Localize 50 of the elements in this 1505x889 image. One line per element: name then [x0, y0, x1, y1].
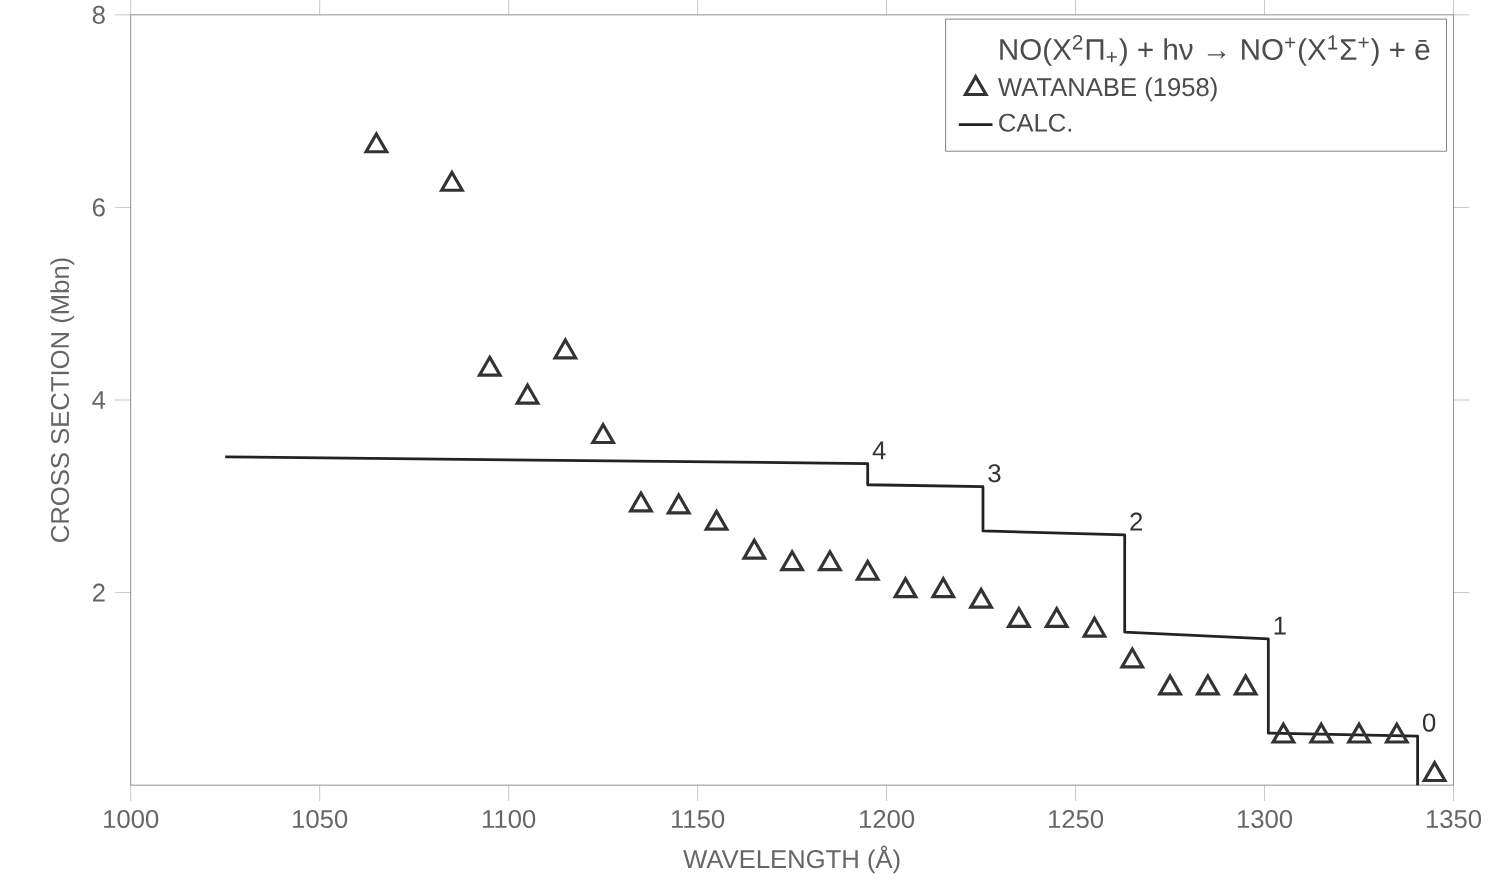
point: [931, 577, 956, 599]
point: [855, 559, 880, 581]
point: [666, 493, 691, 515]
point: [1347, 722, 1371, 744]
point: [515, 383, 540, 405]
point: [780, 550, 804, 572]
point: [1233, 674, 1258, 696]
x-axis-title: WAVELENGTH (Å): [683, 845, 900, 874]
y-axis-title: CROSS SECTION (Mbn): [50, 258, 75, 542]
point: [1158, 674, 1182, 696]
legend-label: CALC.: [999, 113, 1072, 132]
x-tick-label: 1200: [860, 809, 915, 829]
y-tick-label: 8: [92, 5, 105, 24]
point: [1044, 606, 1069, 628]
annotation: 2: [1130, 512, 1143, 531]
y-tick-label: 6: [92, 198, 105, 217]
point: [591, 423, 616, 445]
point: [742, 538, 767, 560]
legend-label: WATANABE (1958): [998, 77, 1217, 102]
text: NO(X$^{2}$Π$_{+}$) + hν → NO$^{+}$(X$^{1}$Σ$^{+}$) + ē: [1000, 34, 1430, 66]
point: [1309, 722, 1334, 744]
point: [1082, 616, 1107, 638]
y-tick-label: 2: [92, 583, 105, 602]
x-tick-label: 1050: [293, 809, 348, 829]
y-tick-label: 4: [92, 391, 106, 409]
point: [1120, 647, 1145, 669]
point: [1271, 722, 1296, 744]
point: [629, 491, 653, 513]
x-tick-label: 1250: [1048, 809, 1104, 829]
point: [477, 355, 502, 377]
point: [1007, 606, 1031, 628]
annotation: 4: [872, 441, 886, 460]
point: [893, 577, 918, 599]
x-tick-label: 1100: [483, 809, 536, 829]
point: [1384, 722, 1409, 744]
annotation: 1: [1274, 616, 1286, 635]
point: [818, 550, 842, 572]
point: [364, 132, 389, 154]
x-tick-label: 1300: [1237, 809, 1293, 829]
x-tick-label: 1350: [1426, 809, 1482, 829]
point: [1195, 674, 1220, 696]
annotation: 3: [988, 464, 1001, 483]
point: [1422, 761, 1447, 783]
annotation: 0: [1422, 713, 1436, 732]
point: [704, 509, 729, 531]
x-tick-label: 1150: [672, 809, 725, 829]
point: [440, 170, 464, 192]
x-tick-label: 1000: [104, 809, 159, 829]
point: [969, 587, 993, 609]
point: [553, 338, 578, 360]
